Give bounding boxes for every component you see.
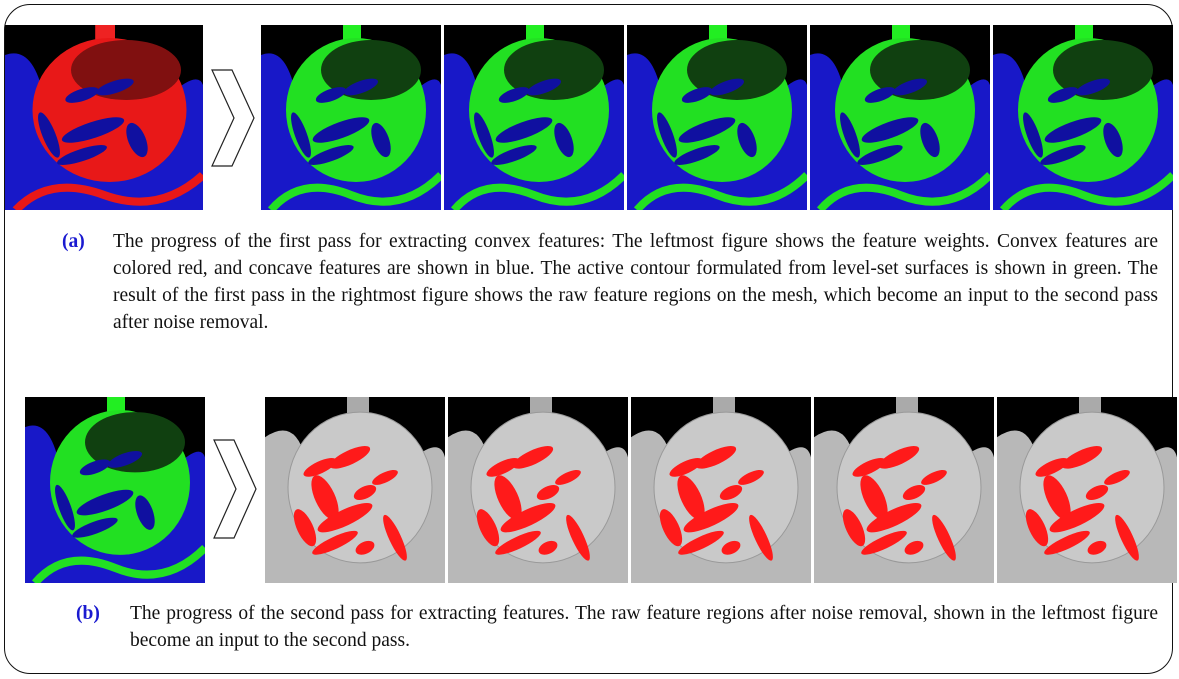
panel-caption: The progress of the second pass for extr… xyxy=(130,600,1158,654)
figure-image xyxy=(631,397,811,583)
figure-image xyxy=(261,25,441,210)
page: (a) The progress of the first pass for e… xyxy=(0,0,1179,679)
figure-image xyxy=(997,397,1177,583)
image-content xyxy=(25,397,205,583)
figure-image xyxy=(5,25,203,210)
image-scale xyxy=(25,397,205,583)
figure-image xyxy=(444,25,624,210)
image-scale xyxy=(627,25,807,210)
image-scale xyxy=(265,397,445,583)
image-content xyxy=(448,397,628,583)
image-scale xyxy=(997,397,1177,583)
image-scale xyxy=(448,397,628,583)
figure-image xyxy=(810,25,990,210)
figure-image xyxy=(627,25,807,210)
image-content xyxy=(631,397,811,583)
figure-image xyxy=(25,397,205,583)
panel-label: (a) xyxy=(62,228,85,255)
image-content xyxy=(627,25,807,210)
image-content xyxy=(814,397,994,583)
arrow-chevron xyxy=(212,70,254,166)
image-scale xyxy=(993,25,1173,210)
image-scale xyxy=(5,25,203,210)
image-content xyxy=(265,397,445,583)
panel-caption: The progress of the first pass for extra… xyxy=(113,228,1158,336)
image-content xyxy=(261,25,441,210)
figure-image xyxy=(993,25,1173,210)
image-scale xyxy=(631,397,811,583)
panel-label: (b) xyxy=(76,600,100,627)
figure-image xyxy=(448,397,628,583)
image-content xyxy=(444,25,624,210)
figure-image xyxy=(814,397,994,583)
image-content xyxy=(5,25,203,210)
arrow-chevron xyxy=(214,440,256,538)
image-content xyxy=(997,397,1177,583)
image-scale xyxy=(814,397,994,583)
image-scale xyxy=(810,25,990,210)
image-content xyxy=(993,25,1173,210)
image-content xyxy=(810,25,990,210)
image-scale xyxy=(444,25,624,210)
image-scale xyxy=(261,25,441,210)
figure-images xyxy=(0,0,1179,679)
figure-image xyxy=(265,397,445,583)
